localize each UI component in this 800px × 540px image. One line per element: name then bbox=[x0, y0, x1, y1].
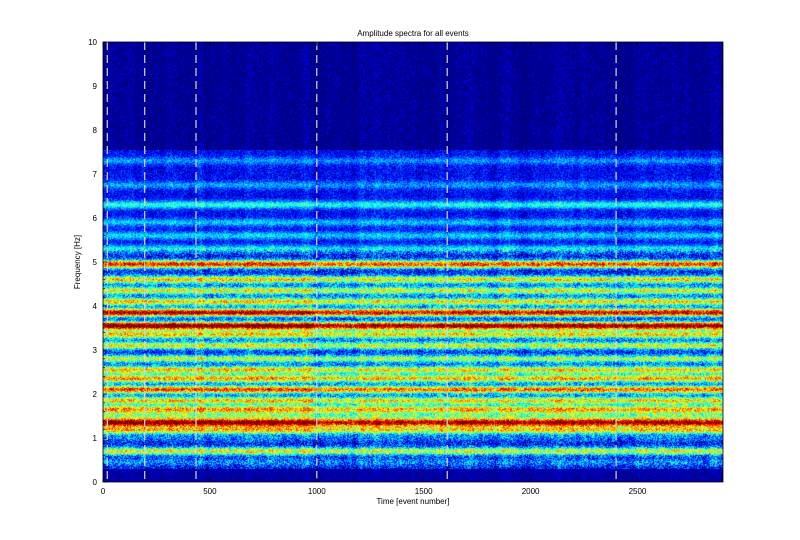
y-tick-label: 8 bbox=[93, 126, 98, 135]
x-axis: 0 500 1000 1500 2000 2500 bbox=[101, 42, 647, 496]
x-tick-label: 1500 bbox=[415, 487, 433, 496]
y-axis-title: Frequency [Hz] bbox=[73, 235, 82, 289]
x-tick-label: 2500 bbox=[629, 487, 647, 496]
y-tick-label: 6 bbox=[93, 214, 98, 223]
x-tick-label: 1000 bbox=[308, 487, 326, 496]
spectrogram-heatmap bbox=[103, 42, 723, 482]
x-tick-label: 2000 bbox=[522, 487, 540, 496]
y-tick-label: 3 bbox=[93, 346, 98, 355]
y-tick-label: 1 bbox=[93, 434, 98, 443]
y-axis: 0 1 2 3 4 5 6 7 8 9 10 bbox=[88, 38, 107, 487]
y-tick-label: 5 bbox=[93, 258, 98, 267]
y-tick-label: 7 bbox=[93, 170, 98, 179]
plot-area bbox=[103, 42, 723, 482]
y-tick-label: 10 bbox=[88, 38, 97, 47]
y-tick-label: 9 bbox=[93, 82, 98, 91]
x-tick-label: 0 bbox=[101, 487, 106, 496]
event-marker-lines bbox=[106, 42, 617, 482]
y-tick-label: 0 bbox=[93, 478, 98, 487]
y-tick-label: 4 bbox=[93, 302, 98, 311]
chart-title: Amplitude spectra for all events bbox=[357, 29, 469, 38]
y-tick-label: 2 bbox=[93, 390, 98, 399]
x-axis-title: Time [event number] bbox=[376, 497, 449, 506]
x-tick-label: 500 bbox=[203, 487, 217, 496]
